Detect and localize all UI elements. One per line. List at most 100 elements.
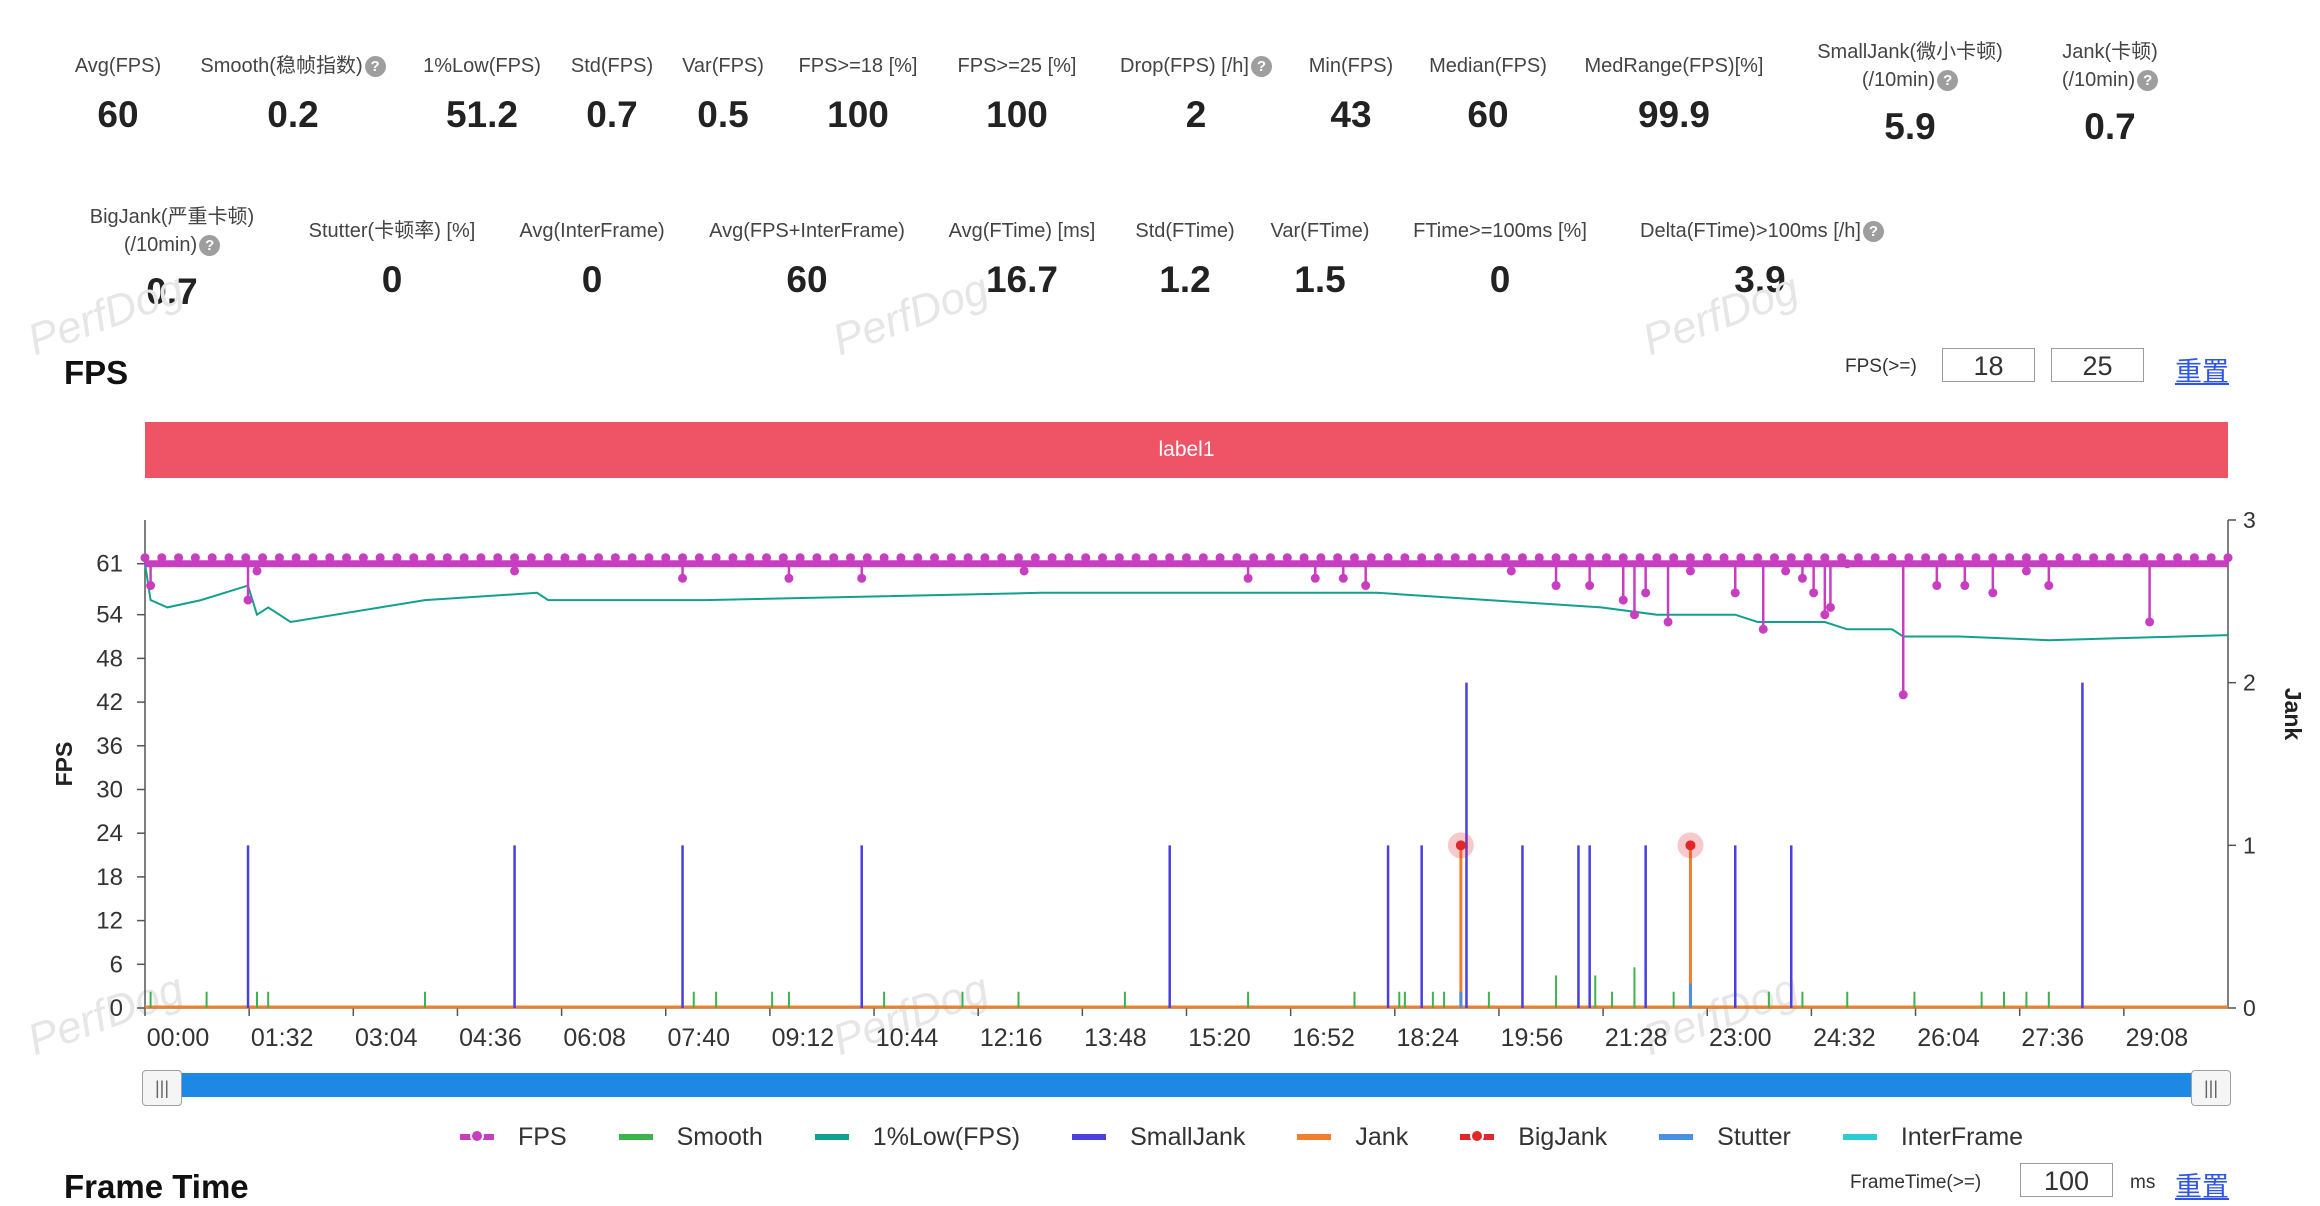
fps-point — [1400, 553, 1410, 563]
legend-label: Stutter — [1717, 1122, 1791, 1151]
fps-point — [661, 553, 671, 563]
help-icon[interactable]: ? — [2137, 70, 2159, 92]
y-tick-label: 18 — [96, 864, 123, 891]
frametime-threshold-input[interactable]: 100 — [2020, 1163, 2113, 1197]
stat-block: Delta(FTime)>100ms [/h]? 3.9 — [1640, 217, 1884, 301]
legend-item[interactable]: Jank — [1297, 1117, 1408, 1157]
fps-threshold-label: FPS(>=) — [1845, 356, 1917, 377]
help-icon[interactable]: ? — [364, 56, 386, 78]
stat-label: Median(FPS) — [1368, 52, 1608, 80]
legend-item[interactable]: Stutter — [1659, 1117, 1791, 1157]
legend-item[interactable]: Smooth — [618, 1117, 763, 1157]
stat-label-unit: (/10min) — [2061, 69, 2136, 91]
fps-point — [896, 553, 906, 563]
help-icon[interactable]: ? — [1250, 56, 1272, 78]
stat-label-text: Avg(FPS+InterFrame) — [709, 220, 905, 242]
stat-label-text: Var(FPS) — [682, 55, 764, 77]
legend-label: 1%Low(FPS) — [872, 1122, 1021, 1151]
fps-point — [1921, 553, 1931, 563]
y-tick-label: 6 — [110, 951, 123, 978]
fps-drop-point — [1585, 581, 1595, 591]
fps-point — [2105, 553, 2115, 563]
legend-label: FPS — [518, 1122, 567, 1151]
stat-value: 16.7 — [985, 259, 1058, 300]
fps-point — [342, 553, 352, 563]
frametime-reset-link[interactable]: 重置 — [2175, 1172, 2229, 1202]
fps-threshold-input-1[interactable]: 18 — [1942, 348, 2035, 382]
fps-point — [2055, 553, 2065, 563]
legend-item[interactable]: BigJank — [1460, 1117, 1607, 1157]
legend-item[interactable]: SmallJank — [1072, 1117, 1245, 1157]
fps-point — [510, 553, 520, 563]
legend-label: BigJank — [1518, 1122, 1608, 1151]
help-icon[interactable]: ? — [1863, 221, 1884, 243]
fps-point — [1148, 553, 1158, 563]
x-tick-label: 23:00 — [1709, 1024, 1772, 1052]
fps-point — [1383, 553, 1393, 563]
y-tick-label: 30 — [96, 776, 123, 803]
stat-label: Var(FPS) — [603, 52, 843, 80]
fps-point — [1333, 553, 1343, 563]
stat-block: Std(FTime) 1.2 — [1065, 217, 1305, 301]
fps-point — [1182, 553, 1191, 563]
fps-point — [1064, 553, 1074, 563]
stat-block: Drop(FPS) [/h]? 2 — [1076, 52, 1316, 136]
fps-point — [224, 553, 234, 563]
fps-point — [476, 553, 486, 563]
slider-track[interactable] — [145, 1073, 2228, 1097]
fps-point — [1282, 553, 1292, 563]
stat-label-text: Var(FTime) — [1270, 220, 1370, 242]
fps-drop-point — [1781, 566, 1791, 576]
fps-point — [644, 553, 654, 563]
fps-drop-point — [146, 581, 156, 591]
stat-value: 60 — [97, 94, 139, 135]
fps-point — [1299, 553, 1309, 563]
stat-label-text: FPS>=18 [%] — [798, 55, 918, 77]
fps-point — [2021, 553, 2031, 563]
fps-point — [442, 553, 452, 563]
legend-item[interactable]: FPS — [460, 1117, 567, 1157]
fps-reset-link[interactable]: 重置 — [2175, 357, 2229, 387]
fps-threshold-input-2[interactable]: 25 — [2051, 348, 2144, 382]
slider-handle-right[interactable]: ||| — [2191, 1070, 2231, 1106]
x-tick-label: 21:28 — [1605, 1024, 1668, 1052]
stat-label-text: Avg(FPS) — [74, 55, 162, 77]
fps-point — [1853, 553, 1863, 563]
legend-item[interactable]: InterFrame — [1842, 1117, 2023, 1157]
fps-drop-point — [1960, 581, 1970, 591]
time-range-slider[interactable]: ||| ||| — [142, 1070, 2231, 1106]
fps-point — [1937, 553, 1947, 563]
fps-point — [1316, 553, 1326, 563]
fps-drop-point — [243, 595, 253, 605]
help-icon[interactable]: ? — [199, 235, 221, 257]
y-tick-label: 24 — [96, 820, 123, 847]
fps-drop-point — [1730, 588, 1740, 598]
legend-item[interactable]: 1%Low(FPS) — [814, 1117, 1021, 1157]
stat-label: BigJank(严重卡顿) (/10min)? — [52, 203, 292, 259]
fps-point — [543, 553, 553, 563]
stat-block: FPS>=18 [%] 100 — [738, 52, 978, 136]
stat-value: 0.7 — [2084, 106, 2136, 147]
help-icon[interactable]: ? — [1937, 70, 1959, 92]
slider-handle-left[interactable]: ||| — [142, 1070, 182, 1106]
fps-point — [846, 553, 856, 563]
fps-point — [2072, 553, 2082, 563]
low1-line — [144, 563, 2229, 642]
fps-point — [745, 553, 755, 563]
fps-point — [409, 553, 419, 563]
frametime-unit: ms — [2130, 1172, 2156, 1193]
fps-point — [1988, 553, 1998, 563]
stat-label: Avg(FPS) — [0, 52, 238, 80]
fps-point — [2189, 553, 2199, 563]
fps-point — [560, 553, 570, 563]
fps-drop-point — [1685, 566, 1695, 576]
fps-point — [2139, 553, 2149, 563]
fps-point — [1971, 553, 1981, 563]
label-bar[interactable]: label1 — [145, 422, 2228, 478]
fps-drop-point — [1663, 617, 1673, 627]
stat-value: 60 — [786, 259, 828, 300]
fps-point — [594, 553, 604, 563]
stat-label: Var(FTime) — [1200, 217, 1440, 245]
fps-drop-point — [2044, 581, 2054, 591]
